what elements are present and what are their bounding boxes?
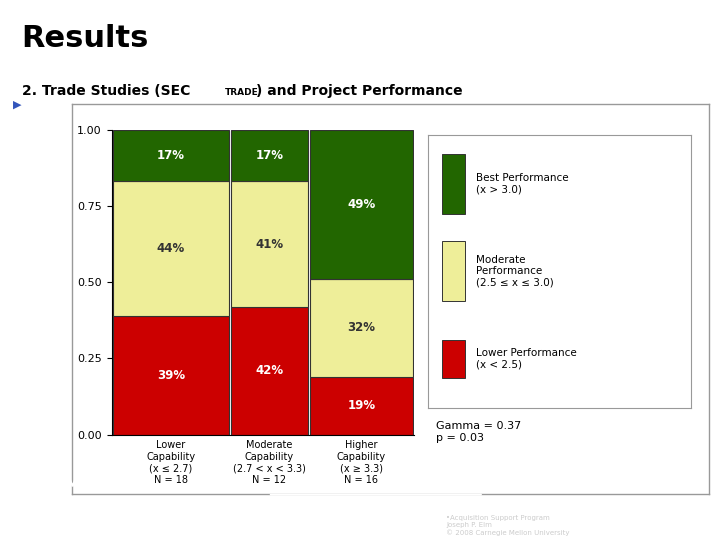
Text: 44%: 44% bbox=[157, 242, 185, 255]
Text: Lower
Capability
(x ≤ 2.7)
N = 18: Lower Capability (x ≤ 2.7) N = 18 bbox=[146, 440, 195, 485]
Bar bbox=[231, 307, 307, 435]
Text: 17%: 17% bbox=[157, 149, 185, 162]
FancyBboxPatch shape bbox=[441, 340, 465, 377]
Text: Higher
Capability
(x ≥ 3.3)
N = 16: Higher Capability (x ≥ 3.3) N = 16 bbox=[337, 440, 386, 485]
Text: •Acquisition Support Program
Joseph P. Elm
© 2008 Carnegie Mellon University: •Acquisition Support Program Joseph P. E… bbox=[446, 515, 570, 536]
FancyBboxPatch shape bbox=[441, 241, 465, 301]
Bar bbox=[231, 130, 307, 181]
Text: ▶: ▶ bbox=[13, 100, 22, 110]
Text: Lower Performance
(x < 2.5): Lower Performance (x < 2.5) bbox=[476, 348, 577, 369]
Bar bbox=[231, 181, 307, 307]
Text: 49%: 49% bbox=[347, 198, 376, 211]
Text: ) and Project Performance: ) and Project Performance bbox=[256, 84, 462, 98]
Bar bbox=[113, 181, 229, 316]
Text: Best Performance
(x > 3.0): Best Performance (x > 3.0) bbox=[476, 173, 568, 195]
Text: 39%: 39% bbox=[157, 369, 185, 382]
Bar bbox=[113, 130, 229, 181]
Text: 19%: 19% bbox=[347, 399, 375, 412]
Bar bbox=[310, 279, 413, 377]
Text: “Moderately Strong / Strong”  Positive Relationship with  Performance: “Moderately Strong / Strong” Positive Re… bbox=[55, 477, 665, 492]
Bar bbox=[310, 377, 413, 435]
Text: 42%: 42% bbox=[256, 364, 284, 377]
Text: 41%: 41% bbox=[256, 238, 284, 251]
Text: Projects with better Trade Studies show a: Projects with better Trade Studies show … bbox=[180, 448, 540, 463]
Bar bbox=[113, 316, 229, 435]
Text: TRADE: TRADE bbox=[225, 88, 258, 97]
Text: Moderate
Performance
(2.5 ≤ x ≤ 3.0): Moderate Performance (2.5 ≤ x ≤ 3.0) bbox=[476, 255, 554, 288]
Text: 32%: 32% bbox=[348, 321, 375, 334]
Text: Gamma = 0.37
p = 0.03: Gamma = 0.37 p = 0.03 bbox=[436, 421, 521, 443]
Text: Moderate
Capability
(2.7 < x < 3.3)
N = 12: Moderate Capability (2.7 < x < 3.3) N = … bbox=[233, 440, 306, 485]
FancyBboxPatch shape bbox=[441, 154, 465, 214]
Text: Results: Results bbox=[22, 24, 149, 53]
Bar bbox=[310, 130, 413, 279]
Text: 2. Trade Studies (SEC: 2. Trade Studies (SEC bbox=[22, 84, 190, 98]
Text: 17%: 17% bbox=[256, 149, 284, 162]
